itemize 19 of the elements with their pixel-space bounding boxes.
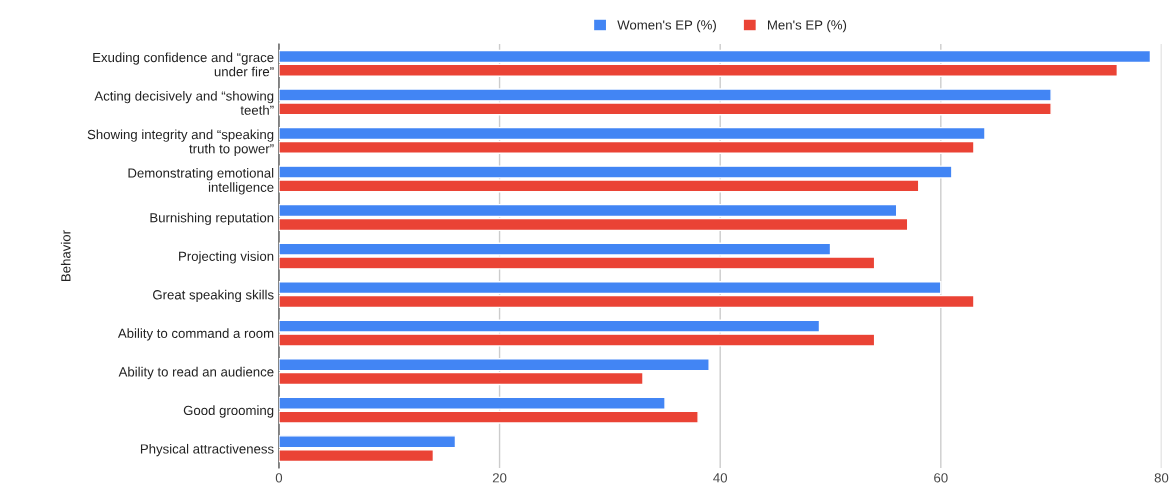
y-tick-label: Showing integrity and “speaking truth to power” [87, 129, 274, 157]
x-tick-label: 80 [1154, 473, 1169, 483]
y-tick-label: Ability to command a room [117, 328, 274, 341]
x-tick-label: 60 [934, 473, 948, 483]
y-tick-label: Acting decisively and “showing teeth” [94, 90, 274, 115]
y-tick-label: Projecting vision [179, 251, 274, 264]
y-axis-title: Behavior [60, 230, 71, 281]
y-tick-label: Great speaking skills [153, 289, 274, 303]
x-tick-label: 0 [275, 473, 283, 483]
y-tick-label: Physical attractiveness [140, 443, 274, 457]
y-tick-label: Ability to read an audience [118, 366, 274, 380]
y-tick-label: Exuding confidence and “grace under fire” [93, 52, 274, 77]
legend-label: Men's EP (%) [768, 19, 847, 33]
x-tick-label: 40 [713, 473, 728, 483]
y-tick-label: Good grooming [183, 405, 274, 418]
x-tick-label: 20 [492, 473, 507, 483]
legend-label: Women's EP (%) [617, 19, 716, 33]
y-tick-label: Demonstrating emotional intelligence [128, 168, 274, 195]
y-tick-label: Burnishing reputation [150, 212, 274, 226]
